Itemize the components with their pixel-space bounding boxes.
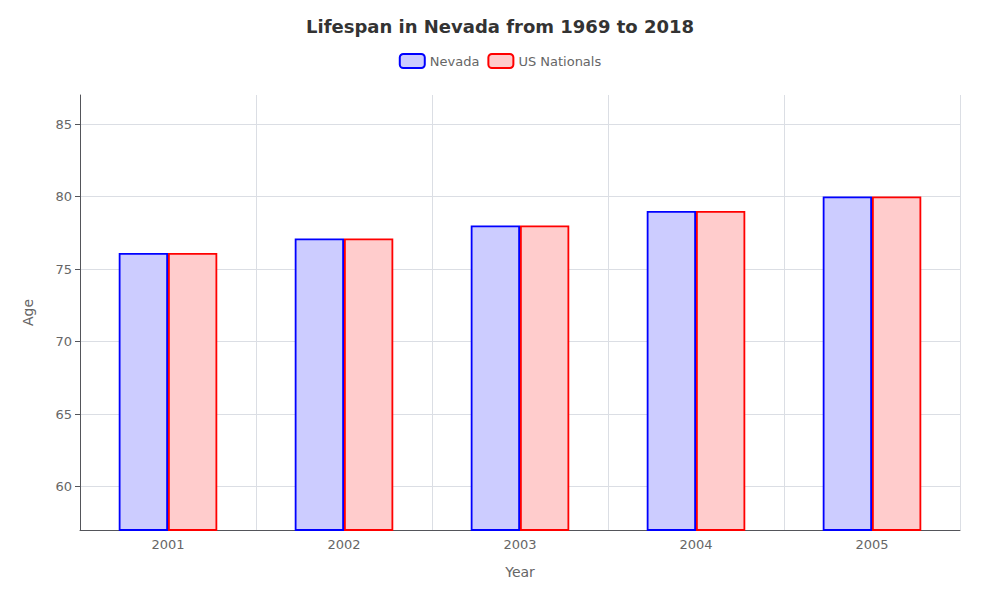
svg-text:65: 65 — [55, 407, 72, 422]
svg-text:Nevada: Nevada — [430, 54, 480, 69]
svg-text:2001: 2001 — [151, 537, 184, 552]
svg-text:2002: 2002 — [327, 537, 360, 552]
svg-text:60: 60 — [55, 479, 72, 494]
svg-text:2003: 2003 — [503, 537, 536, 552]
svg-text:US Nationals: US Nationals — [518, 54, 601, 69]
svg-text:75: 75 — [55, 262, 72, 277]
svg-text:85: 85 — [55, 117, 72, 132]
svg-text:Year: Year — [504, 564, 535, 580]
svg-text:Age: Age — [20, 299, 36, 326]
svg-text:70: 70 — [55, 334, 72, 349]
svg-text:80: 80 — [55, 189, 72, 204]
svg-text:2005: 2005 — [855, 537, 888, 552]
svg-text:Lifespan in Nevada from 1969 t: Lifespan in Nevada from 1969 to 2018 — [306, 16, 694, 37]
svg-text:2004: 2004 — [679, 537, 712, 552]
